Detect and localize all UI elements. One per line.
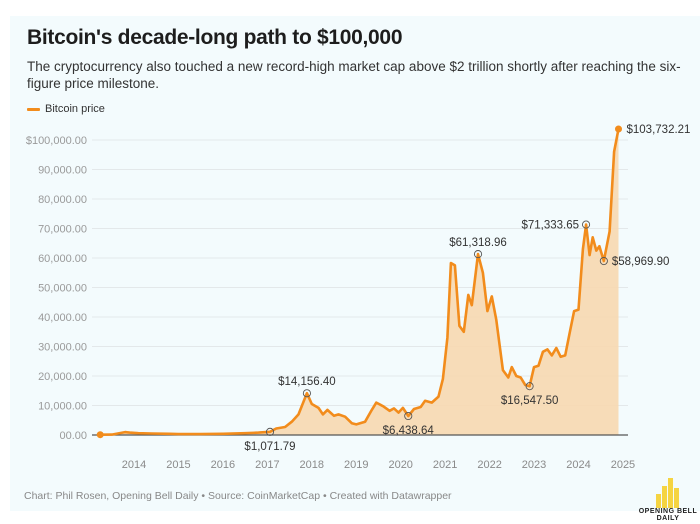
annotation-label: $103,732.21 bbox=[627, 124, 691, 136]
x-tick-label: 2014 bbox=[122, 459, 146, 471]
x-tick-label: 2016 bbox=[211, 459, 235, 471]
y-tick-label: 00.00 bbox=[59, 430, 87, 442]
annotation-marker bbox=[404, 411, 413, 421]
x-tick-label: 2015 bbox=[166, 459, 190, 471]
annotation-marker bbox=[599, 256, 608, 266]
y-tick-label: 30,000.00 bbox=[38, 342, 87, 354]
x-tick-label: 2022 bbox=[477, 459, 501, 471]
chart-subtitle: The cryptocurrency also touched a new re… bbox=[27, 59, 681, 91]
annotation-label: $61,318.96 bbox=[449, 237, 507, 249]
annotation-label: $1,071.79 bbox=[244, 441, 295, 453]
opening-bell-logo: OPENING BELL DAILY bbox=[638, 474, 698, 524]
y-tick-label: 80,000.00 bbox=[38, 194, 87, 206]
x-tick-label: 2020 bbox=[388, 459, 412, 471]
annotation-label: $14,156.40 bbox=[278, 376, 336, 388]
logo-line1: OPENING BELL bbox=[638, 508, 698, 515]
footer-credit: Chart: Phil Rosen, Opening Bell Daily • … bbox=[24, 490, 452, 502]
y-tick-label: 40,000.00 bbox=[38, 312, 87, 324]
x-tick-label: 2021 bbox=[433, 459, 457, 471]
annotation-marker bbox=[473, 250, 483, 259]
y-tick-label: 60,000.00 bbox=[38, 253, 87, 265]
annotation-marker bbox=[302, 389, 311, 398]
logo-text: OPENING BELL DAILY bbox=[638, 508, 698, 522]
logo-line2: DAILY bbox=[656, 515, 680, 522]
annotation-label: $58,969.90 bbox=[612, 256, 670, 268]
x-tick-label: 2023 bbox=[522, 459, 546, 471]
x-tick-label: 2025 bbox=[611, 459, 635, 471]
x-tick-label: 2024 bbox=[566, 459, 590, 471]
legend-swatch bbox=[27, 107, 40, 111]
price-area bbox=[100, 129, 619, 435]
x-tick-label: 2018 bbox=[300, 459, 324, 471]
start-point bbox=[96, 431, 104, 439]
legend-label: Bitcoin price bbox=[45, 103, 105, 115]
y-tick-label: $100,000.00 bbox=[26, 135, 87, 147]
x-tick-label: 2019 bbox=[344, 459, 368, 471]
y-tick-label: 20,000.00 bbox=[38, 371, 87, 383]
end-point bbox=[615, 125, 623, 133]
annotation-marker bbox=[525, 382, 534, 391]
y-tick-label: 90,000.00 bbox=[38, 165, 87, 177]
chart-title: Bitcoin's decade-long path to $100,000 bbox=[27, 26, 403, 49]
y-tick-label: 70,000.00 bbox=[38, 224, 87, 236]
y-tick-label: 50,000.00 bbox=[38, 283, 87, 295]
y-tick-label: 10,000.00 bbox=[38, 401, 87, 413]
annotation-marker bbox=[582, 220, 591, 229]
legend: Bitcoin price bbox=[27, 103, 105, 115]
annotation-label: $6,438.64 bbox=[383, 425, 435, 437]
price-line bbox=[98, 127, 620, 436]
annotation-label: $16,547.50 bbox=[501, 395, 559, 407]
bar-logo-icon bbox=[656, 478, 679, 508]
x-tick-label: 2017 bbox=[255, 459, 279, 471]
annotation-marker bbox=[265, 427, 275, 436]
annotation-label: $71,333.65 bbox=[521, 220, 579, 232]
